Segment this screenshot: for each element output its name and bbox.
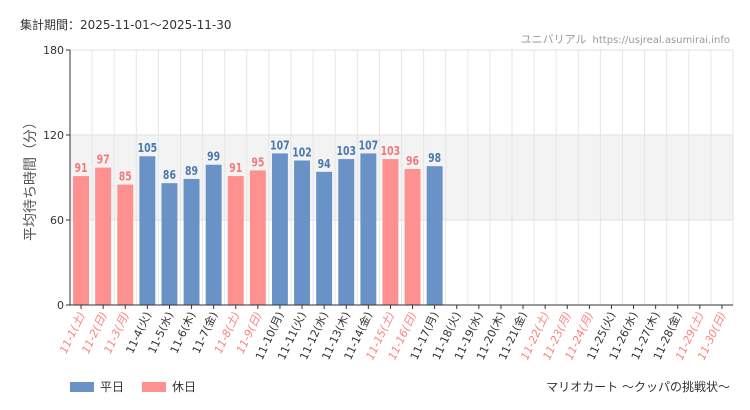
x-axis: 11-1(土)11-2(日)11-3(月)11-4(火)11-5(水)11-6(…: [57, 304, 733, 362]
legend-weekday-label: 平日: [100, 380, 125, 394]
bar-data-label: 85: [119, 169, 132, 183]
bar: [382, 159, 399, 305]
y-tick-label: 120: [43, 129, 64, 142]
chart-bars: [73, 153, 443, 305]
bar-data-label: 97: [97, 152, 110, 166]
bar-data-label: 91: [75, 161, 88, 175]
legend-weekday: 平日: [70, 378, 124, 395]
bar: [183, 178, 200, 305]
bar: [205, 164, 222, 305]
collection-period: 集計期間：2025-11-01〜2025-11-30: [20, 18, 232, 32]
bar-data-label: 94: [318, 157, 331, 171]
y-tick-label: 180: [43, 44, 64, 57]
site-url: https://usjreal.asumirai.info: [592, 35, 730, 46]
bar-data-label: 99: [207, 150, 220, 164]
y-tick-label: 0: [57, 299, 64, 312]
legend-weekday-swatch: [70, 381, 94, 392]
bar-data-label: 96: [406, 154, 419, 168]
y-tick-label: 60: [50, 214, 64, 227]
site-name: ユニバリアル: [520, 33, 587, 46]
y-axis: 0 60 120 180: [43, 44, 71, 312]
chart-legend: 平日 休日: [70, 378, 214, 395]
bar-data-label: 89: [185, 164, 198, 178]
bar-data-label: 102: [292, 145, 312, 159]
attraction-name: マリオカート 〜クッパの挑戦状〜: [546, 380, 730, 394]
bar: [271, 153, 288, 305]
bar-data-label: 107: [270, 138, 290, 152]
site-credit: ユニバリアル https://usjreal.asumirai.info: [521, 31, 730, 47]
bar: [161, 183, 178, 305]
bar: [249, 170, 266, 305]
bar-data-label: 103: [381, 144, 401, 158]
bar-data-label: 105: [138, 141, 158, 155]
bar: [404, 169, 421, 305]
bar-data-label: 103: [336, 144, 356, 158]
bar: [426, 166, 443, 305]
bar: [139, 156, 156, 305]
bar: [227, 176, 244, 305]
bar: [117, 184, 134, 305]
bar: [316, 171, 333, 305]
bar: [360, 153, 377, 305]
bar-data-label: 95: [251, 155, 264, 169]
bar-data-label: 107: [359, 138, 379, 152]
legend-holiday: 休日: [142, 378, 196, 395]
bar: [338, 159, 355, 305]
bar: [294, 160, 311, 305]
bar: [95, 167, 112, 305]
bar-data-label: 98: [428, 151, 441, 165]
bar-data-label: 91: [229, 161, 242, 175]
y-axis-label: 平均待ち時間（分）: [23, 115, 39, 241]
bar-data-label: 86: [163, 168, 176, 182]
legend-holiday-swatch: [142, 381, 167, 392]
legend-holiday-label: 休日: [172, 380, 197, 394]
bar: [73, 176, 90, 305]
